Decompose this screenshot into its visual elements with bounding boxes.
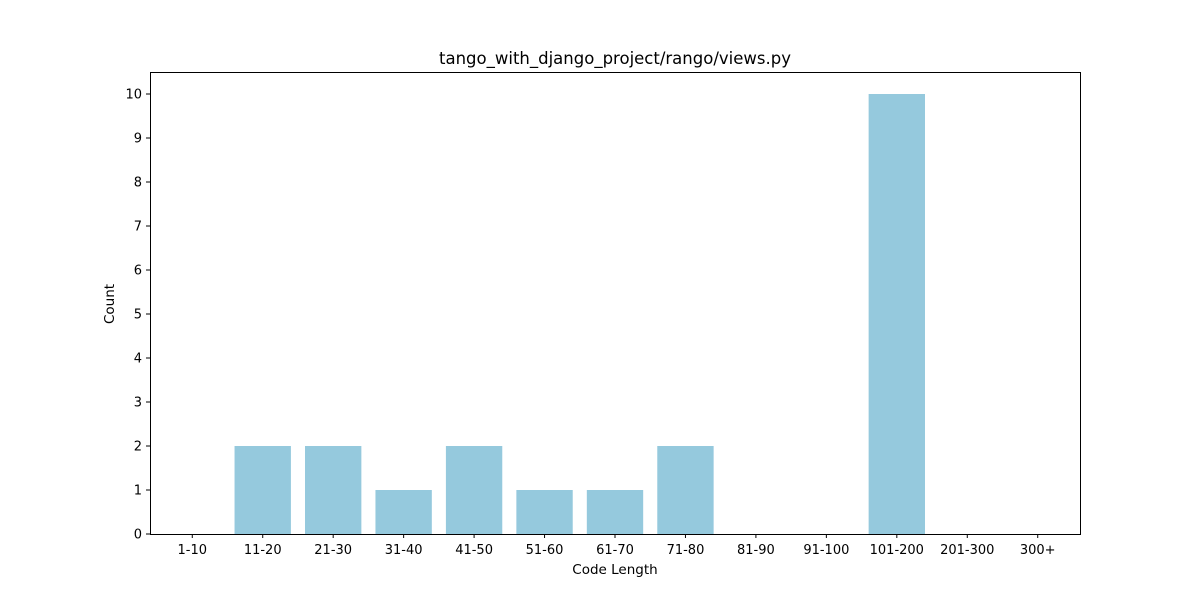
x-tick-label: 201-300: [940, 543, 994, 558]
x-tick-label: 11-20: [244, 543, 282, 558]
y-tick-label: 4: [134, 352, 142, 367]
x-axis-label: Code Length: [572, 562, 657, 578]
bar-51-60: [516, 490, 573, 534]
bar-41-50: [445, 446, 503, 534]
x-tick-label: 41-50: [455, 543, 493, 558]
y-tick-label: 1: [134, 484, 142, 499]
plot-frame: [150, 72, 1081, 535]
y-tick-label: 2: [134, 440, 142, 455]
y-tick-label: 6: [134, 264, 142, 279]
x-tick-label: 31-40: [385, 543, 423, 558]
x-tick-label: 300+: [1020, 543, 1056, 558]
bars-group: [234, 94, 925, 534]
y-tick-label: 8: [134, 176, 142, 191]
x-tick-label: 1-10: [178, 543, 208, 558]
y-tick-label: 7: [134, 220, 142, 235]
bar-31-40: [375, 490, 432, 534]
y-axis-ticks: 0 1 2 3 4 5 6 7 8 9 10: [125, 88, 150, 543]
y-tick-label: 5: [134, 308, 142, 323]
x-tick-label: 81-90: [737, 543, 775, 558]
y-tick-label: 10: [125, 88, 142, 103]
x-tick-label: 21-30: [314, 543, 352, 558]
bar-61-70: [586, 490, 644, 534]
y-tick-label: 0: [134, 528, 142, 543]
x-tick-label: 71-80: [667, 543, 705, 558]
bar-101-200: [868, 94, 925, 534]
x-tick-label: 51-60: [526, 543, 564, 558]
x-tick-label: 61-70: [596, 543, 634, 558]
y-tick-label: 3: [134, 396, 142, 411]
chart-title: tango_with_django_project/rango/views.py: [439, 49, 791, 69]
x-axis-ticks: 1-10 11-20 21-30 31-40 41-50 51-60 61-70 71-80 8…: [178, 534, 1056, 558]
bar-71-80: [657, 446, 714, 534]
y-axis-label: Count: [102, 284, 118, 324]
x-tick-label: 91-100: [803, 543, 849, 558]
bar-11-20: [234, 446, 291, 534]
y-tick-label: 9: [134, 132, 142, 147]
x-tick-label: 101-200: [870, 543, 924, 558]
bar-21-30: [305, 446, 362, 534]
